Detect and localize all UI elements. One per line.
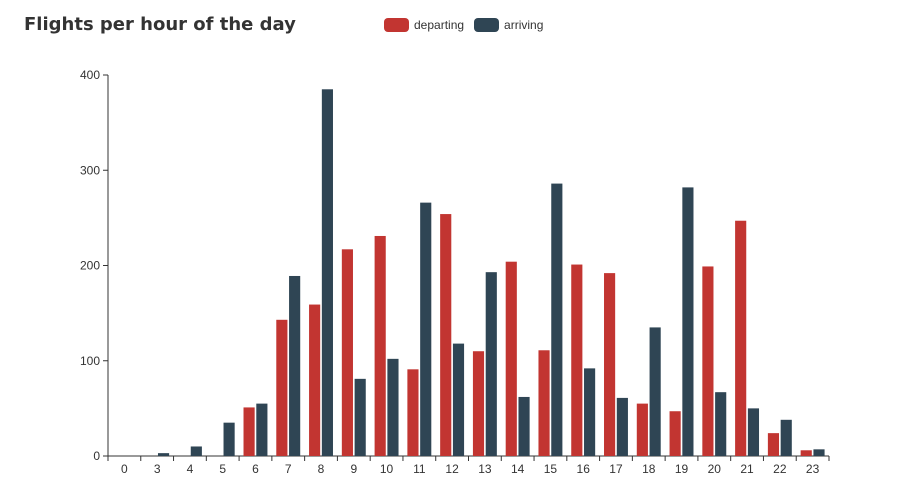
bar-arriving: [715, 392, 727, 456]
x-tick-label: 23: [806, 462, 820, 476]
x-tick-label: 14: [511, 462, 525, 476]
x-tick-label: 19: [675, 462, 689, 476]
bar-arriving: [682, 187, 694, 456]
x-tick-label: 20: [708, 462, 722, 476]
legend-swatch-arriving: [474, 18, 500, 32]
bar-arriving: [256, 403, 268, 456]
bar-arriving: [223, 422, 235, 456]
bar-arriving: [387, 358, 399, 456]
bar-departing: [505, 261, 517, 456]
x-tick-label: 6: [252, 462, 259, 476]
legend-swatch-departing: [384, 18, 409, 32]
x-tick-label: 21: [740, 462, 754, 476]
bar-departing: [374, 235, 386, 456]
bar-arriving: [780, 419, 792, 456]
bar-arriving: [354, 378, 366, 456]
y-tick-label: 100: [80, 354, 100, 368]
x-tick-label: 7: [285, 462, 292, 476]
bar-departing: [636, 403, 648, 456]
bar-arriving: [813, 449, 825, 456]
legend-label-arriving: arriving: [504, 18, 544, 32]
x-tick-label: 18: [642, 462, 656, 476]
bar-arriving: [551, 183, 563, 456]
bar-arriving: [584, 368, 596, 456]
bar-departing: [669, 411, 681, 456]
x-tick-label: 12: [445, 462, 459, 476]
y-tick-label: 0: [93, 449, 100, 463]
x-tick-label: 3: [154, 462, 161, 476]
bar-arriving: [157, 453, 170, 456]
legend[interactable]: departing arriving: [384, 18, 553, 32]
bar-departing: [538, 350, 550, 456]
bar-departing: [702, 266, 714, 456]
bar-arriving: [321, 89, 333, 456]
bar-departing: [341, 249, 353, 456]
y-tick-label: 200: [80, 259, 100, 273]
bar-arriving: [289, 275, 301, 456]
x-tick-label: 22: [773, 462, 787, 476]
bar-departing: [571, 264, 583, 456]
bar-arriving: [747, 408, 760, 456]
legend-item-arriving[interactable]: arriving: [474, 18, 543, 32]
bar-departing: [472, 351, 485, 456]
legend-label-departing: departing: [414, 18, 465, 32]
x-tick-label: 8: [318, 462, 325, 476]
bar-arriving: [190, 446, 202, 456]
x-tick-label: 5: [219, 462, 226, 476]
chart-title: Flights per hour of the day: [24, 14, 296, 35]
x-tick-label: 10: [380, 462, 394, 476]
bar-arriving: [452, 343, 465, 456]
bar-departing: [767, 433, 780, 456]
x-tick-label: 11: [413, 462, 426, 476]
y-tick-label: 400: [80, 68, 100, 82]
x-tick-label: 16: [577, 462, 591, 476]
x-tick-label: 13: [478, 462, 492, 476]
bar-departing: [440, 214, 452, 456]
bar-departing: [407, 369, 419, 456]
bar-departing: [800, 450, 812, 456]
bar-departing: [604, 273, 616, 456]
x-tick-label: 0: [121, 462, 128, 476]
bar-arriving: [420, 202, 432, 456]
bar-departing: [276, 319, 288, 456]
bar-departing: [309, 304, 321, 456]
bar-departing: [735, 220, 747, 456]
y-tick-label: 300: [80, 163, 100, 177]
x-tick-label: 4: [187, 462, 194, 476]
bar-arriving: [518, 396, 530, 456]
bar-arriving: [649, 327, 661, 456]
x-tick-label: 17: [609, 462, 623, 476]
legend-item-departing[interactable]: departing: [384, 18, 464, 32]
x-tick-label: 15: [544, 462, 558, 476]
x-tick-label: 9: [350, 462, 357, 476]
bar-arriving: [485, 272, 497, 456]
bar-arriving: [616, 397, 628, 456]
bar-departing: [243, 407, 255, 456]
